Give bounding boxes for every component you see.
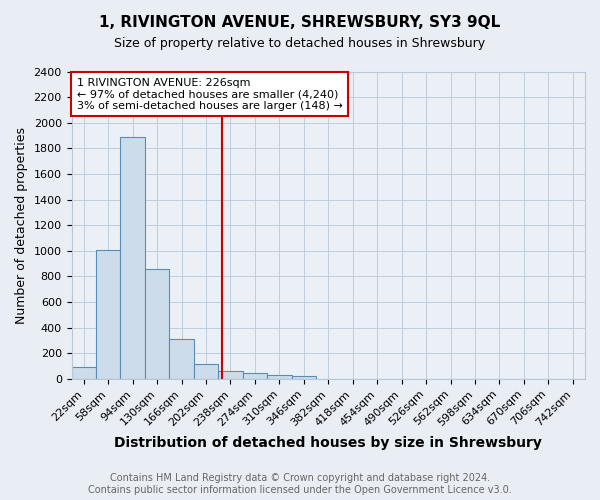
Text: 1, RIVINGTON AVENUE, SHREWSBURY, SY3 9QL: 1, RIVINGTON AVENUE, SHREWSBURY, SY3 9QL xyxy=(100,15,500,30)
Bar xyxy=(96,250,121,379)
Bar xyxy=(292,376,316,379)
Bar xyxy=(145,269,169,379)
Bar xyxy=(121,137,145,379)
Bar xyxy=(218,372,242,379)
Bar xyxy=(194,364,218,379)
Text: Contains HM Land Registry data © Crown copyright and database right 2024.
Contai: Contains HM Land Registry data © Crown c… xyxy=(88,474,512,495)
Bar xyxy=(242,373,267,379)
Text: 1 RIVINGTON AVENUE: 226sqm
← 97% of detached houses are smaller (4,240)
3% of se: 1 RIVINGTON AVENUE: 226sqm ← 97% of deta… xyxy=(77,78,343,111)
Bar xyxy=(267,375,292,379)
Bar xyxy=(169,340,194,379)
Y-axis label: Number of detached properties: Number of detached properties xyxy=(15,126,28,324)
X-axis label: Distribution of detached houses by size in Shrewsbury: Distribution of detached houses by size … xyxy=(115,436,542,450)
Text: Size of property relative to detached houses in Shrewsbury: Size of property relative to detached ho… xyxy=(115,38,485,51)
Bar xyxy=(71,368,96,379)
